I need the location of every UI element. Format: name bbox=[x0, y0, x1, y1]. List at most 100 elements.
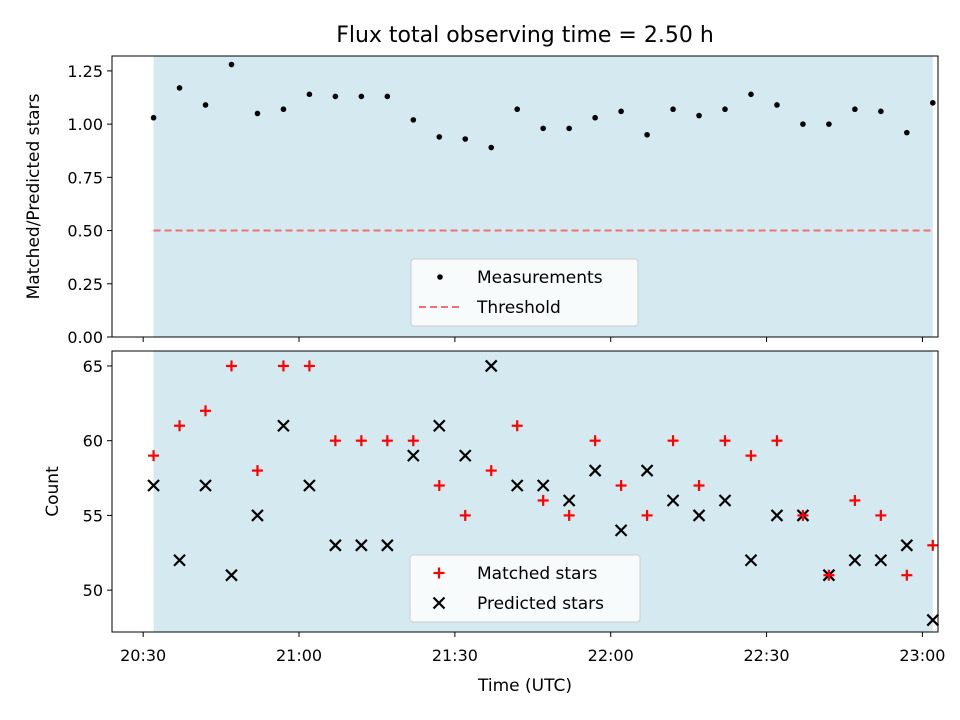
matched-star-point bbox=[433, 480, 445, 492]
x-stroke bbox=[718, 494, 732, 507]
matched-star-point bbox=[459, 509, 471, 521]
legend-measurements-marker bbox=[437, 274, 443, 280]
matched-star-point bbox=[927, 539, 939, 551]
y-tick-label: 1.25 bbox=[67, 62, 103, 81]
bottom-y-ticks: 50 55 60 65 bbox=[83, 357, 112, 600]
x-stroke bbox=[303, 479, 316, 492]
matched-star-point bbox=[693, 480, 705, 492]
predicted-star-point bbox=[329, 539, 342, 552]
matched-star-point bbox=[174, 420, 186, 432]
predicted-star-point bbox=[173, 553, 186, 567]
x-stroke bbox=[355, 539, 368, 552]
measurement-point bbox=[150, 114, 157, 121]
top-y-axis-label: Matched/Predicted stars bbox=[24, 93, 44, 299]
measurement-point bbox=[306, 91, 313, 98]
y-tick-label: 65 bbox=[83, 357, 103, 376]
legend-measurements-label: Measurements bbox=[477, 268, 603, 288]
x-stroke bbox=[614, 524, 628, 537]
measurement-point bbox=[176, 85, 183, 91]
x-stroke bbox=[432, 596, 446, 610]
x-stroke bbox=[510, 479, 524, 492]
predicted-star-point bbox=[433, 419, 446, 433]
predicted-star-point bbox=[666, 494, 680, 507]
x-stroke bbox=[199, 479, 212, 492]
measurement-point bbox=[488, 144, 495, 151]
x-stroke bbox=[407, 449, 420, 462]
x-stroke bbox=[926, 613, 940, 627]
x-stroke bbox=[251, 509, 264, 522]
predicted-star-point bbox=[510, 479, 524, 492]
x-stroke bbox=[744, 553, 758, 567]
predicted-star-point bbox=[900, 539, 914, 552]
measurement-point bbox=[878, 108, 884, 115]
predicted-star-point bbox=[251, 509, 264, 522]
x-stroke bbox=[900, 539, 914, 552]
x-axis-label: Time (UTC) bbox=[477, 676, 572, 696]
x-stroke bbox=[666, 494, 680, 507]
predicted-star-point bbox=[225, 568, 238, 582]
measurement-point bbox=[696, 112, 702, 119]
predicted-star-point bbox=[640, 464, 654, 477]
predicted-star-point bbox=[147, 479, 160, 492]
y-tick-label: 0.00 bbox=[67, 328, 103, 347]
x-stroke bbox=[225, 568, 238, 582]
y-tick-label: 60 bbox=[83, 432, 103, 451]
measurement-point bbox=[852, 106, 858, 113]
matched-star-point bbox=[148, 450, 160, 462]
measurement-point bbox=[644, 131, 650, 138]
measurement-point bbox=[514, 106, 521, 113]
matched-star-point bbox=[797, 509, 809, 521]
measurement-point bbox=[826, 121, 832, 127]
measurement-point bbox=[930, 100, 936, 106]
matched-star-point bbox=[745, 450, 757, 462]
x-stroke bbox=[562, 494, 576, 507]
predicted-star-point bbox=[355, 539, 368, 552]
legend-matched-label: Matched stars bbox=[477, 564, 597, 584]
x-stroke bbox=[640, 464, 654, 477]
matched-star-point bbox=[200, 405, 212, 417]
matched-star-point bbox=[771, 435, 783, 447]
predicted-star-point bbox=[458, 449, 472, 462]
top-panel: 0.00 0.25 0.50 0.75 1.00 1.25 Flux total obse… bbox=[24, 23, 939, 347]
top-y-ticks: 0.00 0.25 0.50 0.75 1.00 1.25 bbox=[67, 62, 112, 347]
measurement-point bbox=[748, 91, 754, 98]
legend-plus bbox=[433, 567, 445, 579]
bottom-axes-frame bbox=[111, 350, 939, 633]
measurement-point bbox=[670, 106, 676, 113]
measurement-point bbox=[280, 106, 287, 113]
matched-star-point bbox=[303, 360, 315, 372]
predicted-star-point bbox=[303, 479, 316, 492]
matched-star-point bbox=[407, 435, 419, 447]
matched-star-point bbox=[823, 569, 835, 581]
legend-predicted-label: Predicted stars bbox=[477, 594, 604, 614]
x-stroke bbox=[536, 479, 550, 492]
measurements-points bbox=[150, 61, 936, 151]
predicted-star-point bbox=[381, 539, 394, 552]
predicted-star-point bbox=[926, 613, 940, 627]
predicted-star-point bbox=[692, 509, 706, 522]
matched-star-point bbox=[381, 435, 393, 447]
measurement-point bbox=[384, 93, 391, 100]
matched-star-point bbox=[849, 494, 861, 506]
measurement-point bbox=[462, 136, 469, 142]
legend-matched-marker bbox=[433, 567, 445, 579]
predicted-star-point bbox=[588, 464, 602, 477]
matched-star-point bbox=[511, 420, 523, 432]
predicted-star-point bbox=[407, 449, 420, 462]
x-stroke bbox=[848, 553, 862, 567]
x-stroke bbox=[329, 539, 342, 552]
bottom-x-ticks: 20:30 21:00 21:30 22:00 22:30 23:00 bbox=[120, 632, 945, 665]
x-tick-label: 21:00 bbox=[276, 646, 322, 665]
y-tick-label: 0.75 bbox=[67, 168, 103, 187]
chart-title: Flux total observing time = 2.50 h bbox=[336, 23, 714, 48]
matched-star-point bbox=[485, 465, 497, 477]
top-legend-box bbox=[410, 258, 639, 327]
x-tick-label: 23:00 bbox=[899, 646, 945, 665]
bottom-legend: Matched stars Predicted stars bbox=[409, 554, 641, 623]
y-tick-label: 55 bbox=[83, 506, 103, 525]
x-stroke bbox=[484, 359, 498, 373]
predicted-star-point bbox=[744, 553, 758, 567]
matched-star-point bbox=[875, 509, 887, 521]
y-tick-label: 0.50 bbox=[67, 222, 103, 241]
